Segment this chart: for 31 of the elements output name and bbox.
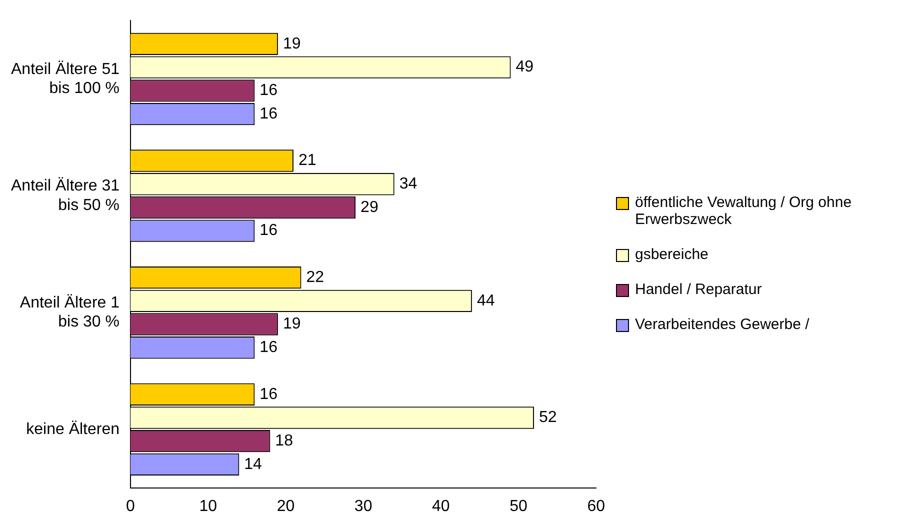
data-label: 21 bbox=[298, 152, 316, 170]
x-tick-label: 40 bbox=[432, 498, 450, 515]
x-tick-label: 30 bbox=[354, 498, 372, 515]
data-label: 19 bbox=[282, 35, 301, 52]
x-tick-label: 0 bbox=[126, 498, 136, 515]
data-label: 16 bbox=[260, 339, 278, 356]
data-label: 16 bbox=[260, 82, 278, 100]
data-label: 18 bbox=[275, 432, 294, 450]
data-label: 14 bbox=[244, 456, 262, 473]
y-tick-label: Anteil Ältere 51 bis 100 % bbox=[10, 60, 120, 98]
data-label: 16 bbox=[260, 386, 278, 403]
data-label: 52 bbox=[539, 409, 557, 426]
legend-label: öffentliche Vewaltung / Org ohne Erwerbszweck bbox=[635, 194, 853, 228]
y-tick-label: Anteil Ältere 31 bis 50 % bbox=[10, 176, 120, 214]
data-label: 19 bbox=[282, 316, 301, 333]
legend-label: Verarbeitendes Gewerbe / bbox=[635, 316, 810, 333]
legend-label: Handel / Reparatur bbox=[635, 281, 762, 298]
data-label: 22 bbox=[306, 268, 324, 286]
x-tick-label: 50 bbox=[510, 498, 528, 515]
data-label: 16 bbox=[260, 222, 278, 240]
data-label: 34 bbox=[399, 176, 418, 193]
data-label: 49 bbox=[516, 58, 534, 76]
y-tick-label: keine Älteren bbox=[26, 420, 120, 438]
data-label: 44 bbox=[476, 292, 495, 310]
data-label: 16 bbox=[260, 105, 278, 122]
y-tick-label: Anteil Ältere 1 bis 30 % bbox=[20, 293, 120, 331]
x-tick-label: 20 bbox=[276, 498, 295, 515]
legend-label: gsbereiche bbox=[635, 246, 708, 263]
x-tick-label: 60 bbox=[587, 498, 606, 515]
data-label: 29 bbox=[360, 198, 378, 216]
x-tick-label: 10 bbox=[199, 498, 218, 515]
